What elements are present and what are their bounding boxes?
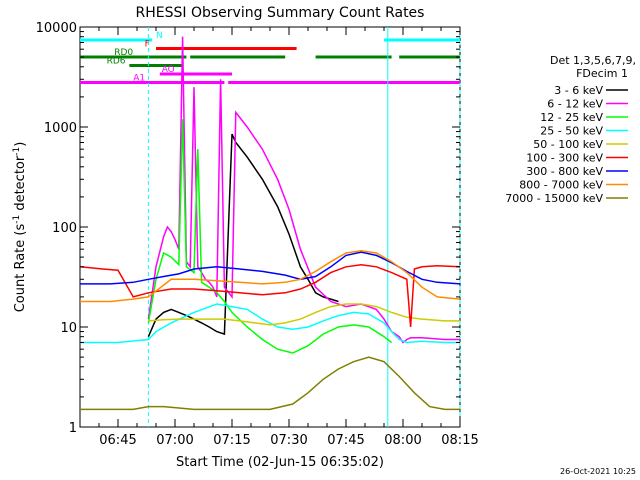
legend-title-line-2: FDecim 1 [576, 67, 628, 80]
x-tick-label-3: 07:30 [270, 433, 307, 448]
x-tick-label-4: 07:45 [327, 433, 364, 448]
flag-label-N: N [156, 31, 163, 41]
y-axis-label: Count Rate (s-1 detector-1) [12, 142, 28, 313]
y-axis-label-sup: -1 [12, 215, 22, 224]
series-lines [80, 36, 460, 411]
legend-label-1: 6 - 12 keV [547, 98, 603, 111]
y-tick-label-2: 100 [52, 221, 77, 236]
x-tick-label-2: 07:15 [213, 433, 250, 448]
legend-title-line-1: Det 1,3,5,6,7,9, [550, 54, 636, 67]
series-line-4 [148, 303, 460, 326]
x-tick-label-5: 08:00 [384, 433, 421, 448]
legend-label-2: 12 - 25 keV [540, 111, 603, 124]
series-line-3 [80, 303, 460, 344]
x-tick-label-6: 08:15 [441, 433, 478, 448]
x-axis-label: Start Time (02-Jun-15 06:35:02) [176, 455, 384, 470]
y-tick-label-3: 1000 [44, 121, 77, 136]
legend-label-0: 3 - 6 keV [554, 84, 603, 97]
legend-label-7: 800 - 7000 keV [519, 179, 603, 192]
flag-label-F: F [145, 40, 150, 50]
flag-label-AO: AO [162, 65, 175, 75]
series-line-7 [80, 249, 460, 303]
flag-label-RD6: RD6 [107, 57, 126, 67]
chart-title: RHESSI Observing Summary Count Rates [136, 5, 425, 21]
legend-label-8: 7000 - 15000 keV [505, 192, 603, 205]
series-line-2 [147, 119, 393, 354]
x-tick-label-1: 07:00 [156, 433, 193, 448]
y-tick-label-1: 10 [60, 321, 77, 336]
y-axis-label-sup2: -1 [12, 147, 22, 156]
flag-label-RD0: RD0 [114, 48, 133, 58]
axes: 06:45 07:00 07:15 07:30 07:45 08:00 08:15 1 10 10… [36, 21, 479, 448]
y-axis-label-end: ) [13, 142, 28, 147]
x-tick-label-0: 06:45 [99, 433, 136, 448]
y-tick-label-0: 1 [69, 421, 77, 436]
flag-label-A1: A1 [133, 74, 145, 84]
legend-label-3: 25 - 50 keV [540, 125, 603, 138]
series-line-5 [80, 263, 460, 328]
footer-timestamp: 26-Oct-2021 10:25 [560, 467, 636, 476]
legend-label-5: 100 - 300 keV [526, 152, 603, 165]
legend-label-4: 50 - 100 keV [533, 138, 603, 151]
y-axis-label-main: Count Rate (s [13, 224, 28, 313]
series-line-0 [147, 133, 339, 337]
legend-label-6: 300 - 800 keV [526, 165, 603, 178]
y-tick-label-4: 10000 [36, 21, 77, 36]
plot-frame [79, 26, 461, 428]
y-axis-label-mid: detector [13, 155, 28, 215]
series-line-6 [80, 251, 460, 285]
series-line-8 [80, 356, 460, 411]
series-line-1 [147, 36, 460, 344]
